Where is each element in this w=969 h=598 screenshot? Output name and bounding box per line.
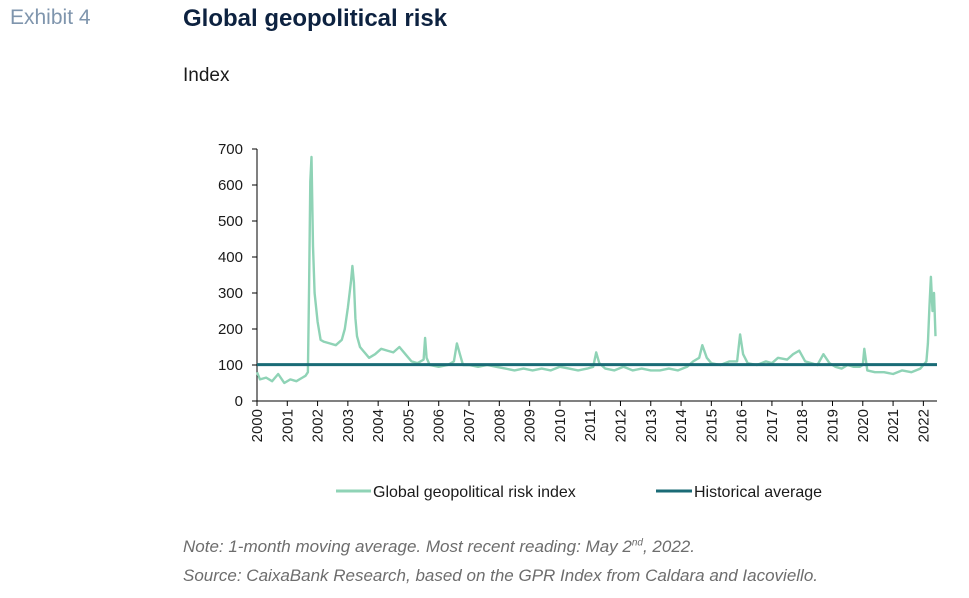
x-tick-label: 2008 (491, 409, 508, 442)
x-tick-label: 2018 (794, 409, 811, 442)
y-tick-label: 400 (218, 249, 243, 266)
note-prefix: Note: 1-month moving average. Most recen… (183, 537, 632, 556)
y-tick-label: 100 (218, 357, 243, 374)
y-tick-label: 200 (218, 321, 243, 338)
x-tick-label: 2007 (461, 409, 478, 442)
x-axis: 2000 2001 2002 2003 2004 2005 2006 2007 2008 2009… (249, 400, 937, 442)
note-text: Note: 1-month moving average. Most recen… (183, 537, 695, 557)
y-tick-label: 300 (218, 285, 243, 302)
x-tick-label: 2005 (400, 409, 417, 442)
x-tick-label: 2010 (552, 409, 569, 442)
y-axis-unit-label: Index (183, 65, 230, 86)
chart-title: Global geopolitical risk (183, 5, 448, 32)
x-tick-label: 2004 (370, 409, 387, 442)
y-tick-label: 500 (218, 213, 243, 230)
legend-label-historical-average: Historical average (694, 484, 822, 501)
x-tick-label: 2001 (279, 409, 296, 442)
x-tick-label: 2009 (522, 409, 539, 442)
chart-series (255, 155, 937, 385)
x-tick-label: 2003 (340, 409, 357, 442)
note-superscript: nd (631, 537, 643, 549)
source-text: Source: CaixaBank Research, based on the… (183, 566, 819, 585)
y-tick-label: 0 (235, 393, 243, 410)
x-tick-label: 2017 (764, 409, 781, 442)
exhibit-label: Exhibit 4 (10, 6, 91, 29)
x-tick-label: 2022 (915, 409, 932, 442)
x-tick-label: 2006 (431, 409, 448, 442)
x-tick-label: 2015 (703, 409, 720, 442)
y-axis: 0 100 200 300 400 500 600 700 (218, 141, 258, 410)
legend-label-risk-index: Global geopolitical risk index (373, 484, 576, 501)
x-tick-label: 2019 (825, 409, 842, 442)
x-tick-label: 2011 (582, 409, 599, 441)
risk-index-line (255, 155, 937, 385)
x-tick-label: 2020 (855, 409, 872, 442)
x-tick-label: 2021 (885, 409, 902, 442)
x-tick-label: 2016 (734, 409, 751, 442)
y-tick-label: 700 (218, 141, 243, 158)
x-tick-label: 2014 (673, 409, 690, 442)
x-tick-label: 2002 (310, 409, 327, 442)
x-tick-label: 2000 (249, 409, 266, 442)
x-tick-label: 2013 (643, 409, 660, 442)
x-tick-label: 2012 (612, 409, 629, 442)
legend: Global geopolitical risk index Historical… (336, 484, 822, 501)
y-tick-label: 600 (218, 177, 243, 194)
note-suffix: , 2022. (642, 537, 695, 556)
